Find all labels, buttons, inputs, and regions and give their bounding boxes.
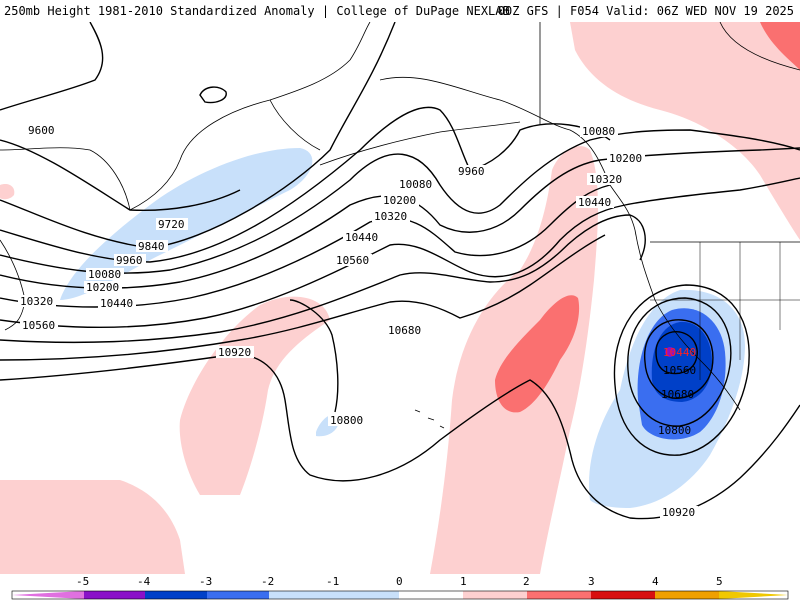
pos2-area-ridge: [495, 295, 580, 413]
contour-label-10680: 10680: [388, 324, 421, 337]
legend-tick--2: -2: [261, 575, 274, 588]
anomaly-map: 9600 9720 9840 9960 9960 10080 10080 100…: [0, 22, 800, 574]
low-center-label: 10440: [663, 346, 696, 359]
neg4-core: [665, 347, 675, 357]
contour-label-9960: 9960: [116, 254, 143, 267]
legend-tick-4: 4: [652, 575, 659, 588]
legend-swatch-pos2: [527, 591, 591, 599]
contour-label-9720: 9720: [158, 218, 185, 231]
contour-low-10680: [627, 297, 732, 427]
contour-label-10200: 10200: [86, 281, 119, 294]
contour-label-10080-gulf: 10080: [399, 178, 432, 191]
contour-9840: [0, 22, 396, 249]
contour-10440: [0, 177, 800, 328]
contour-low-10560: [644, 319, 714, 399]
chart-title: 250mb Height 1981-2010 Standardized Anom…: [4, 4, 510, 18]
contour-label-10440: 10440: [100, 297, 133, 310]
legend-tick-5: 5: [716, 575, 723, 588]
contour-low-10440: [655, 331, 698, 375]
legend-tick--1: -1: [326, 575, 339, 588]
legend-tick-2: 2: [523, 575, 530, 588]
contour-label-10560-mid: 10560: [336, 254, 369, 267]
pos2-area-canada: [760, 22, 800, 70]
contour-label-10320-gulf: 10320: [374, 210, 407, 223]
coastline-alaska: [379, 76, 636, 231]
contour-label-10560-low: 10560: [663, 364, 696, 377]
contour-label-10560: 10560: [22, 319, 55, 332]
anomaly-fill-layer: [0, 22, 800, 574]
color-legend: -5 -4 -3 -2 -1 0 1 2 3 4 5: [11, 575, 789, 600]
contour-label-10320: 10320: [20, 295, 53, 308]
contour-siberia-low: [199, 86, 227, 104]
pos1-area-west-edge: [0, 184, 15, 200]
islands-hawaii: [414, 409, 445, 429]
legend-tick--3: -3: [199, 575, 212, 588]
contour-label-9600: 9600: [28, 124, 55, 137]
legend-arrow-right: [719, 591, 788, 599]
legend-swatch-zero: [399, 591, 463, 599]
legend-tick-3: 3: [588, 575, 595, 588]
border-states: [650, 242, 800, 380]
pos1-area-south-ridge: [455, 500, 500, 574]
pos1-area-central-pacific: [179, 296, 330, 495]
coastline-hudson: [719, 22, 800, 71]
legend-swatch-pos3: [591, 591, 655, 599]
contour-label-9840: 9840: [138, 240, 165, 253]
model-run-title: 00Z GFS | F054 Valid: 06Z WED NOV 19 202…: [497, 4, 794, 18]
legend-ticks: -5 -4 -3 -2 -1 0 1 2 3 4 5: [76, 575, 723, 588]
contour-label-10440-gulf: 10440: [345, 231, 378, 244]
contour-9960: [0, 106, 611, 263]
legend-tick-0: 0: [396, 575, 403, 588]
legend-bar: [11, 590, 789, 600]
contour-label-10200-gulf: 10200: [383, 194, 416, 207]
contour-10680: [0, 234, 606, 361]
coastline-japan: [0, 239, 26, 331]
contour-label-10200-canada: 10200: [609, 152, 642, 165]
legend-tick--5: -5: [76, 575, 89, 588]
contour-9600: [0, 22, 104, 111]
neg3-area-california: [651, 321, 712, 402]
coastline-aleutians: [319, 121, 521, 166]
legend-arrow-left: [12, 591, 84, 599]
contour-label-10440-coast: 10440: [578, 196, 611, 209]
contour-10800: [289, 299, 339, 413]
contour-label-10680-low: 10680: [661, 388, 694, 401]
legend-tick-1: 1: [460, 575, 467, 588]
coastline-asia: [0, 22, 371, 211]
contour-label-10800: 10800: [330, 414, 363, 427]
contour-label-10080: 10080: [88, 268, 121, 281]
legend-swatch-pos4: [655, 591, 719, 599]
contour-9720: [0, 139, 241, 212]
contour-labels: 9600 9720 9840 9960 9960 10080 10080 100…: [18, 124, 698, 519]
contour-layer: [0, 22, 800, 520]
legend-swatch-neg3: [145, 591, 207, 599]
pos1-area-canada: [570, 22, 800, 240]
legend-tick--4: -4: [137, 575, 151, 588]
contour-10080: [0, 129, 800, 274]
contour-label-10920: 10920: [218, 346, 251, 359]
contour-label-9960-alaska: 9960: [458, 165, 485, 178]
pos1-area-south: [0, 480, 185, 574]
coastline-kamchatka: [269, 99, 321, 151]
contour-label-10080-canada: 10080: [582, 125, 615, 138]
contour-10560: [0, 214, 646, 344]
contour-label-10920-south: 10920: [662, 506, 695, 519]
legend-swatch-neg1: [269, 591, 399, 599]
legend-swatch-neg4: [84, 591, 145, 599]
contour-label-10800-low: 10800: [658, 424, 691, 437]
contour-label-10320-coast: 10320: [589, 173, 622, 186]
legend-swatch-pos1: [463, 591, 527, 599]
contour-low-10800: [613, 284, 750, 456]
legend-swatch-neg2: [207, 591, 269, 599]
